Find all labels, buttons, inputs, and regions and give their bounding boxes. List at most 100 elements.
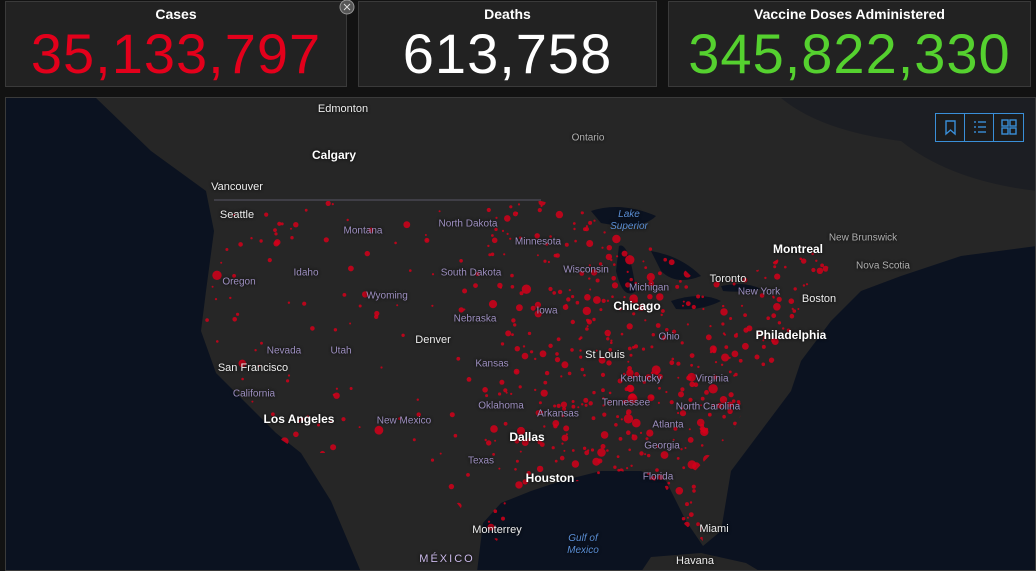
case-dot — [623, 296, 626, 299]
case-dot — [515, 459, 519, 463]
case-dot — [789, 313, 795, 319]
case-dot — [731, 399, 736, 404]
case-dot — [561, 434, 569, 442]
bookmark-button[interactable] — [936, 114, 965, 141]
case-dot — [510, 273, 514, 278]
case-dot — [721, 353, 730, 362]
map-label: Arkansas — [537, 408, 579, 420]
case-dot — [701, 295, 704, 299]
case-dot — [679, 280, 682, 283]
case-dot — [700, 426, 707, 433]
case-dot — [530, 350, 534, 354]
case-dot — [561, 361, 569, 369]
case-dot — [563, 449, 566, 452]
case-dot — [537, 440, 542, 445]
case-dot — [601, 246, 604, 249]
case-dot — [424, 234, 427, 236]
case-dot — [626, 384, 635, 393]
expand-button[interactable] — [338, 0, 356, 16]
case-dot — [738, 358, 743, 363]
case-dot — [588, 264, 591, 267]
case-dot — [676, 457, 680, 460]
case-dot — [564, 242, 569, 247]
case-dot — [349, 322, 352, 325]
case-dot — [554, 357, 561, 363]
case-dot — [488, 300, 498, 309]
case-dot — [515, 370, 518, 373]
case-dot — [548, 286, 553, 292]
map-label: Los Angeles — [263, 412, 335, 426]
case-dot — [727, 401, 734, 408]
case-dot — [519, 450, 522, 453]
case-dot — [506, 232, 509, 235]
case-dot — [618, 307, 622, 311]
case-dot — [349, 387, 353, 390]
case-dot — [647, 453, 651, 458]
case-dot — [511, 333, 514, 336]
case-dot — [466, 377, 472, 382]
case-dot — [605, 253, 613, 261]
case-dot — [494, 439, 497, 442]
case-dot — [504, 215, 511, 222]
map-label: Tennessee — [601, 397, 651, 409]
case-dot — [597, 458, 603, 464]
case-dot — [543, 425, 546, 428]
case-dot — [700, 444, 704, 447]
case-dot — [657, 374, 663, 380]
case-dot — [260, 341, 263, 345]
map-label: New Brunswick — [828, 232, 898, 244]
case-dot — [743, 313, 747, 317]
case-dot — [599, 308, 603, 312]
case-dot — [264, 212, 269, 217]
case-dot — [540, 205, 543, 207]
case-dot — [491, 237, 498, 244]
case-dot — [225, 248, 229, 251]
case-dot — [493, 509, 498, 513]
case-dot — [689, 381, 695, 388]
case-dot — [639, 451, 644, 456]
case-dot — [551, 446, 555, 450]
map[interactable]: Edmonton Calgary Vancouver Seattle Ontario La… — [5, 97, 1036, 571]
case-dot — [514, 468, 517, 471]
case-dot — [438, 210, 441, 213]
case-dot — [690, 363, 693, 367]
case-dot — [485, 394, 489, 398]
basemap-button[interactable] — [994, 114, 1023, 141]
case-dot — [562, 304, 569, 311]
case-dot — [679, 410, 687, 417]
case-dot — [766, 316, 770, 321]
case-dot — [608, 348, 612, 352]
case-dot — [632, 312, 636, 316]
case-dot — [333, 328, 338, 332]
case-dot — [398, 417, 401, 420]
map-label: New York — [737, 286, 781, 298]
case-dot — [771, 313, 777, 319]
map-label: Kentucky — [620, 373, 662, 385]
case-dot — [655, 323, 661, 328]
case-dot — [731, 350, 739, 358]
case-dot — [539, 350, 547, 358]
case-dot — [555, 352, 559, 356]
case-dot — [627, 366, 632, 371]
case-dot — [675, 284, 680, 289]
legend-button[interactable] — [965, 114, 994, 141]
case-dot — [672, 438, 675, 441]
case-dot — [570, 348, 574, 352]
case-dot — [692, 489, 696, 493]
map-label: North Carolina — [675, 401, 741, 413]
case-dot — [323, 237, 329, 243]
case-dot — [516, 304, 523, 312]
case-dot — [233, 213, 236, 217]
case-dot — [430, 458, 435, 462]
case-dot — [534, 310, 542, 318]
case-dot — [568, 289, 571, 292]
case-dot — [547, 260, 551, 264]
case-dot — [486, 207, 491, 213]
case-dot — [732, 282, 736, 286]
case-dot — [728, 370, 732, 374]
case-dot — [482, 387, 488, 393]
case-dot — [592, 317, 596, 322]
case-dot — [584, 226, 589, 232]
case-dot — [647, 394, 655, 402]
case-dot — [764, 276, 767, 280]
